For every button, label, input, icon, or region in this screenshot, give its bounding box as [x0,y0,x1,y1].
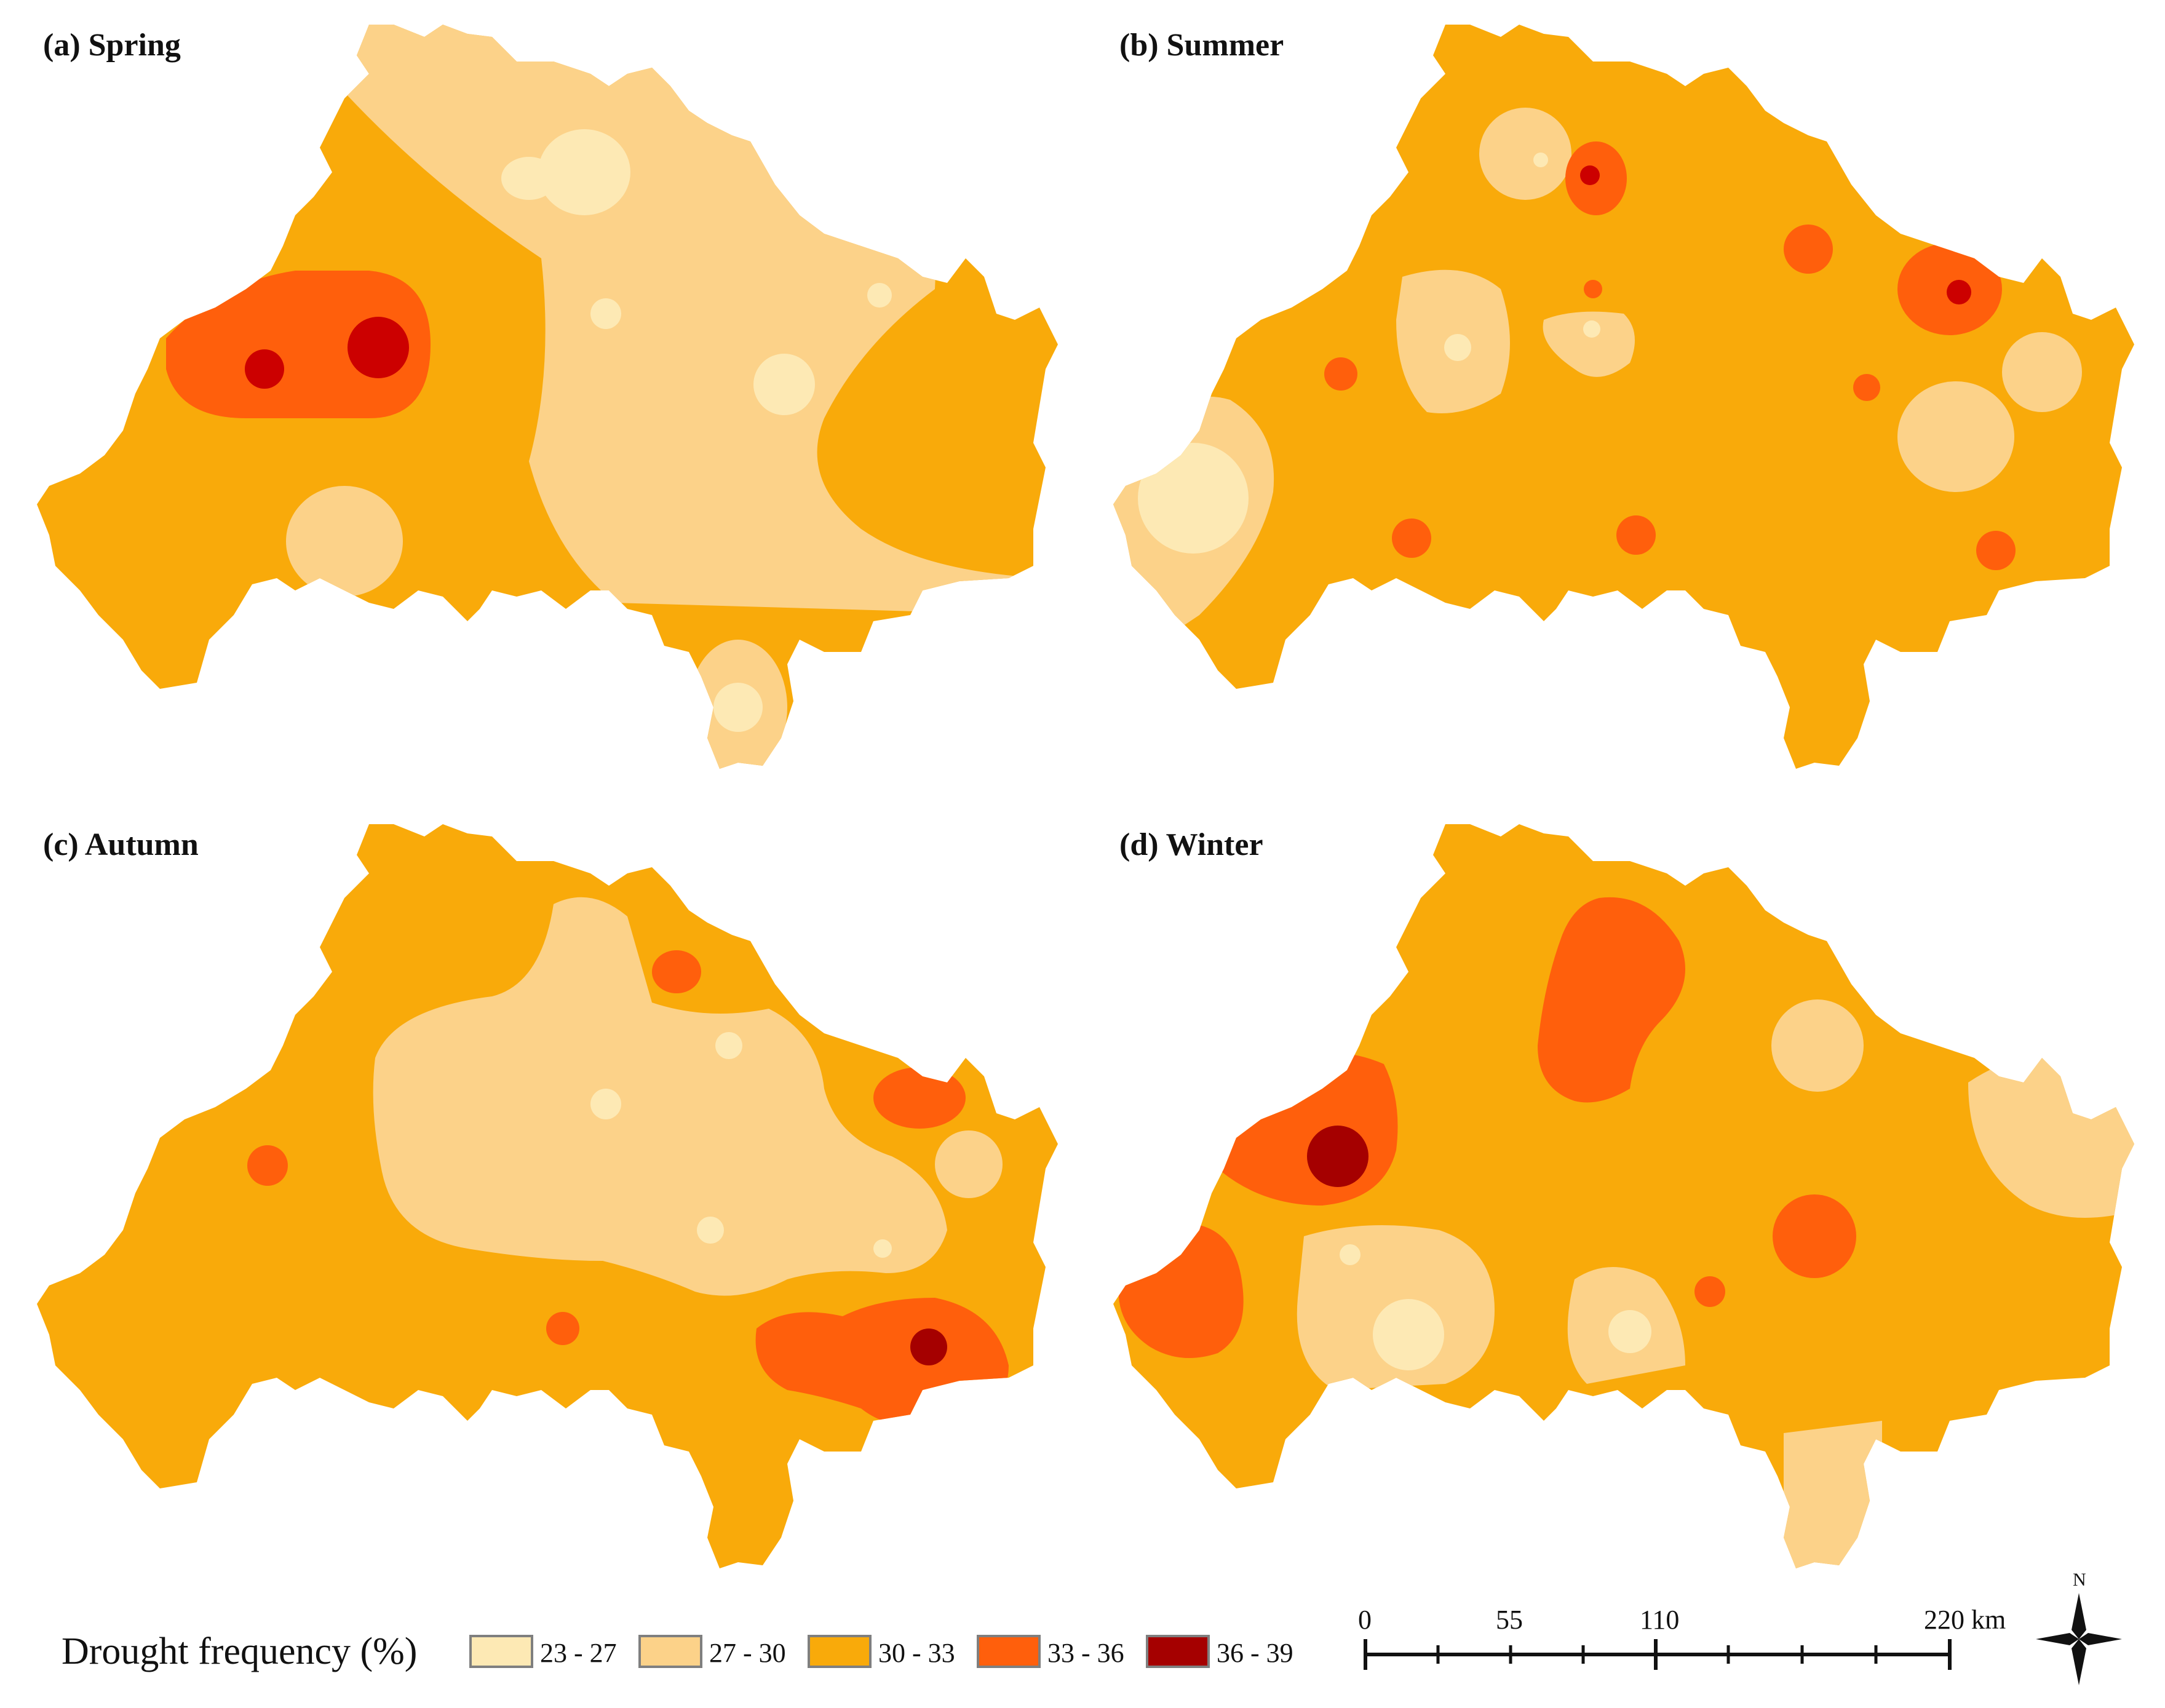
legend-label-27-30: 27 - 30 [709,1638,786,1668]
panel-title-spring: (a) Spring [43,28,181,63]
map-body-winter [1113,824,2134,1568]
scale-tick-110: 110 [1640,1605,1679,1635]
map-panel-winter: (d) Winter [1113,824,2134,1568]
scale-tick-0: 0 [1358,1605,1372,1635]
legend: Drought frequency (%) 23 - 27 27 - 30 30… [62,1631,1293,1672]
legend-swatch-33-36 [977,1635,1041,1668]
legend-swatch-27-30 [638,1635,702,1668]
legend-swatch-23-27 [469,1635,533,1668]
panel-title-summer: (b) Summer [1119,28,1284,63]
map-panel-summer: (b) Summer [1113,25,2134,769]
legend-label-30-33: 30 - 33 [878,1638,955,1668]
scale-tick-55: 55 [1496,1605,1523,1635]
panel-title-winter: (d) Winter [1119,827,1263,862]
legend-swatch-30-33 [808,1635,872,1668]
legend-label-36-39: 36 - 39 [1217,1638,1293,1668]
legend-label-23-27: 23 - 27 [540,1638,617,1668]
map-panel-autumn: (c) Autumn [37,824,1058,1568]
panel-title-autumn: (c) Autumn [43,827,199,862]
map-body-autumn [37,824,1058,1568]
legend-title: Drought frequency (%) [62,1631,417,1672]
map-body-summer [1113,25,2134,769]
map-panel-spring: (a) Spring [37,25,1058,769]
legend-label-33-36: 33 - 36 [1047,1638,1124,1668]
north-label: N [2073,1570,2086,1590]
map-body-spring [37,25,1058,769]
legend-swatch-36-39 [1146,1635,1210,1668]
scale-tick-220km: 220 km [1924,1605,2006,1635]
scale-bar: 0 55 110 220 km [1358,1605,2006,1670]
north-arrow-icon: N [2036,1570,2122,1685]
